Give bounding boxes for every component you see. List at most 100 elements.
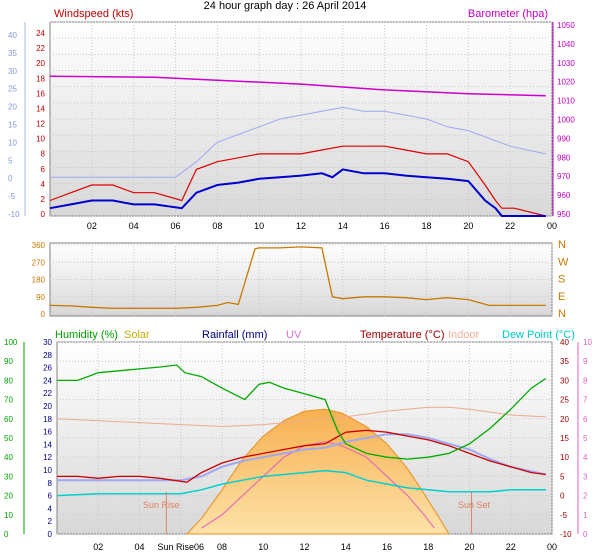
y-tick-label: -5 — [8, 192, 16, 201]
x-tick-label: 22 — [506, 542, 516, 552]
y-tick-label: N — [558, 308, 566, 320]
y-tick-label: 1010 — [557, 97, 575, 106]
x-tick-label: 04 — [134, 542, 144, 552]
y-tick-label: 18 — [36, 74, 45, 83]
y-tick-label: 6 — [41, 165, 46, 174]
y-tick-label: 80 — [4, 376, 13, 385]
y-tick-label: 1050 — [557, 21, 575, 30]
x-tick-label: 02 — [87, 221, 97, 231]
y-tick-label: 15 — [8, 121, 17, 130]
y-tick-label: 1 — [583, 511, 588, 520]
y-tick-label: 35 — [560, 357, 569, 366]
x-tick-label: 10 — [258, 542, 268, 552]
wind-gust-line — [49, 145, 546, 217]
y-tick-label: 10 — [583, 338, 592, 347]
y-tick-label: 0 — [41, 310, 46, 319]
y-tick-label: 4 — [583, 453, 588, 462]
y-tick-label: 10 — [36, 135, 45, 144]
wind-direction-line — [49, 246, 546, 309]
x-tick-label: 14 — [338, 221, 348, 231]
solar-legend: Solar — [124, 329, 150, 341]
y-tick-label: 20 — [43, 402, 52, 411]
y-tick-label: 20 — [8, 103, 17, 112]
y-tick-label: 40 — [4, 453, 13, 462]
x-tick-label: 08 — [212, 221, 222, 231]
y-tick-label: 8 — [583, 376, 588, 385]
y-tick-label: 30 — [8, 67, 17, 76]
barometer-legend: Barometer (hpa) — [468, 8, 548, 20]
y-tick-label: 6 — [48, 492, 53, 501]
barometer-line — [49, 75, 546, 97]
wind-baro-panel: Windspeed (kts) Barometer (hpa) 40353025… — [8, 8, 575, 231]
x-tick-label: 00 — [547, 221, 557, 231]
y-tick-label: 28 — [43, 351, 52, 360]
y-tick-label: 24 — [36, 29, 45, 38]
x-tick-label: 14 — [341, 542, 351, 552]
windspeed-legend: Windspeed (kts) — [54, 8, 133, 20]
y-tick-label: 26 — [43, 364, 52, 373]
y-tick-label: N — [558, 239, 566, 251]
y-tick-label: 0 — [560, 492, 565, 501]
temperature-line — [57, 429, 546, 483]
x-tick-label: 20 — [463, 221, 473, 231]
y-tick-label: 0 — [8, 174, 13, 183]
y-tick-label: 0 — [4, 530, 9, 539]
page-title: 24 hour graph day : 26 April 2014 — [204, 0, 367, 12]
y-tick-label: 10 — [43, 466, 52, 475]
x-tick-label: Sun Rise06 — [157, 542, 204, 552]
y-tick-label: S — [558, 274, 565, 286]
y-tick-label: 50 — [4, 434, 13, 443]
y-tick-label: 180 — [32, 276, 46, 285]
y-tick-label: 16 — [43, 428, 52, 437]
y-tick-label: 6 — [583, 415, 588, 424]
y-tick-label: 90 — [36, 293, 45, 302]
y-tick-label: 1020 — [557, 78, 575, 87]
y-tick-label: 22 — [43, 389, 52, 398]
y-tick-label: 30 — [560, 376, 569, 385]
temperature-legend: Temperature (°C) — [360, 329, 444, 341]
y-tick-label: 12 — [36, 120, 45, 129]
y-tick-label: 40 — [8, 31, 17, 40]
y-tick-label: 0 — [41, 210, 46, 219]
x-tick-label: 10 — [254, 221, 264, 231]
wind-plot-area — [49, 21, 553, 217]
y-tick-label: 30 — [4, 472, 13, 481]
sun-rise-label: Sun Rise — [143, 500, 180, 510]
indoor-temperature-line — [56, 406, 546, 428]
y-tick-label: 7 — [583, 396, 588, 405]
humidity-legend: Humidity (%) — [55, 329, 118, 341]
temp-panel: Humidity (%) Solar Rainfall (mm) UV Temp… — [4, 329, 592, 552]
y-tick-label: 100 — [4, 338, 18, 347]
y-tick-label: 14 — [36, 104, 45, 113]
sun-set-label: Sun Set — [458, 500, 491, 510]
y-tick-label: 10 — [4, 511, 13, 520]
y-tick-label: 8 — [41, 150, 46, 159]
y-tick-label: 5 — [583, 434, 588, 443]
y-tick-label: 10 — [8, 138, 17, 147]
y-tick-label: 960 — [557, 191, 571, 200]
y-tick-label: 970 — [557, 172, 571, 181]
y-tick-label: E — [558, 291, 565, 303]
y-tick-label: 4 — [41, 180, 46, 189]
y-tick-label: 2 — [583, 492, 588, 501]
y-tick-label: 4 — [48, 504, 53, 513]
y-tick-label: 35 — [8, 49, 17, 58]
dew-point-legend: Dew Point (°C) — [502, 329, 575, 341]
y-tick-label: 16 — [36, 89, 45, 98]
y-tick-label: 25 — [8, 85, 17, 94]
y-tick-label: 12 — [43, 453, 52, 462]
y-tick-label: 20 — [560, 415, 569, 424]
x-tick-label: 12 — [296, 221, 306, 231]
y-tick-label: 1040 — [557, 40, 575, 49]
y-tick-label: 270 — [32, 258, 46, 267]
x-tick-label: 16 — [380, 221, 390, 231]
y-tick-label: 70 — [4, 396, 13, 405]
y-tick-label: 60 — [4, 415, 13, 424]
y-tick-label: 20 — [36, 59, 45, 68]
y-tick-label: 5 — [560, 472, 565, 481]
y-tick-label: 8 — [48, 479, 53, 488]
y-tick-label: 25 — [560, 396, 569, 405]
x-tick-label: 08 — [217, 542, 227, 552]
